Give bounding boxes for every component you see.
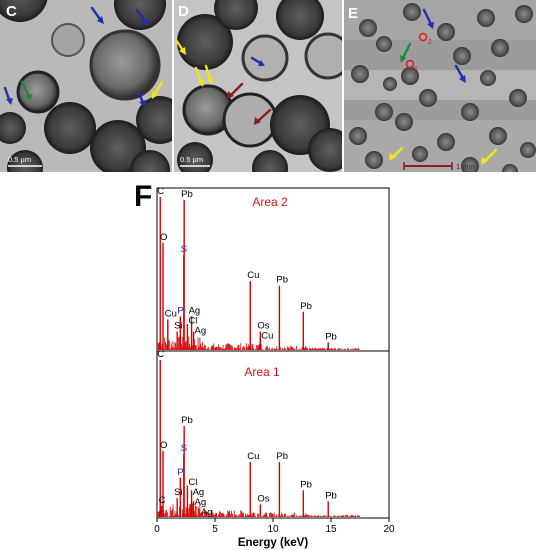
peak-label-cu: Cu [247, 270, 259, 281]
panel-c-label: C [6, 3, 17, 20]
panel-c: 0.5 µm C [0, 0, 172, 172]
panel-d-label: D [178, 3, 189, 20]
peak-label-pb: Pb [181, 189, 193, 200]
peak-label-cl: Cl [188, 477, 197, 488]
panel-f-label: F [134, 180, 152, 213]
x-axis: 0 5 10 15 20 [154, 518, 395, 535]
peak-label-c: C [157, 349, 164, 360]
x-tick-label: 15 [325, 524, 337, 535]
panel-e: 2 1 1 mm E [344, 0, 536, 172]
spectrum-noise [157, 503, 360, 517]
peak-label-o: O [160, 440, 167, 451]
peak-label-ag: Ag [195, 325, 207, 336]
peak-label-cu: Cu [165, 308, 177, 319]
panel-d-scale-label: 0.5 µm [180, 155, 203, 164]
peak-label-ag: Ag [195, 497, 207, 508]
peak-label-pb: Pb [181, 415, 193, 426]
peak-label-pb: Pb [276, 275, 288, 286]
panel-c-vesicles [0, 0, 172, 172]
peak-label-os: Os [257, 493, 269, 504]
panel-d-vesicles [177, 0, 342, 172]
panel-d-arrows [174, 38, 272, 125]
peak-label-s: S [181, 244, 187, 255]
spectrum-title: Area 1 [244, 365, 280, 379]
peak-label-pb: Pb [325, 331, 337, 342]
peak-label-cu: Cu [261, 331, 273, 342]
peak-label-pb: Pb [276, 451, 288, 462]
peak-label-pb: Pb [300, 301, 312, 312]
panel-c-scale-label: 0.5 µm [8, 155, 31, 164]
peak-label-p: P [177, 467, 183, 478]
peak-label-si: Si [174, 321, 182, 332]
peak-label-cu: Cu [247, 451, 259, 462]
peak-label-ag: Ag [189, 305, 201, 316]
panel-e-scale-bar [403, 162, 453, 170]
x-tick-label: 5 [212, 524, 218, 535]
panel-e-scale-label: 1 mm [456, 162, 475, 171]
peak-label-ag: Ag [201, 507, 213, 518]
peak-label-pb: Pb [300, 479, 312, 490]
peak-label-si: Si [174, 487, 182, 498]
panel-e-vesicles [349, 3, 536, 172]
peak-label-cl: Cl [188, 315, 197, 326]
x-tick-label: 10 [267, 524, 279, 535]
spectra-frame [156, 187, 390, 519]
peak-label-c: C [159, 495, 166, 506]
peak-label-o: O [160, 232, 167, 243]
x-tick-label: 20 [383, 524, 395, 535]
panel-e-marker-1: 1 [414, 66, 418, 73]
peak-label-pb: Pb [325, 490, 337, 501]
peak-label-ag: Ag [193, 487, 205, 498]
peak-label-s: S [181, 443, 187, 454]
panel-e-label: E [348, 5, 358, 22]
peak-label-p: P [177, 305, 183, 316]
x-axis-label: Energy (keV) [238, 537, 308, 549]
panel-e-markers: 2 1 [405, 32, 432, 73]
peak-label-os: Os [257, 321, 269, 332]
spectrum-title: Area 2 [252, 195, 288, 209]
x-tick-label: 0 [154, 524, 160, 535]
panel-e-marker-2: 2 [428, 39, 432, 46]
panel-c-arrows [3, 6, 164, 107]
panel-e-arrows [389, 8, 498, 165]
panel-d: 0.5 µm D [174, 0, 342, 172]
peak-label-c: C [157, 186, 164, 197]
